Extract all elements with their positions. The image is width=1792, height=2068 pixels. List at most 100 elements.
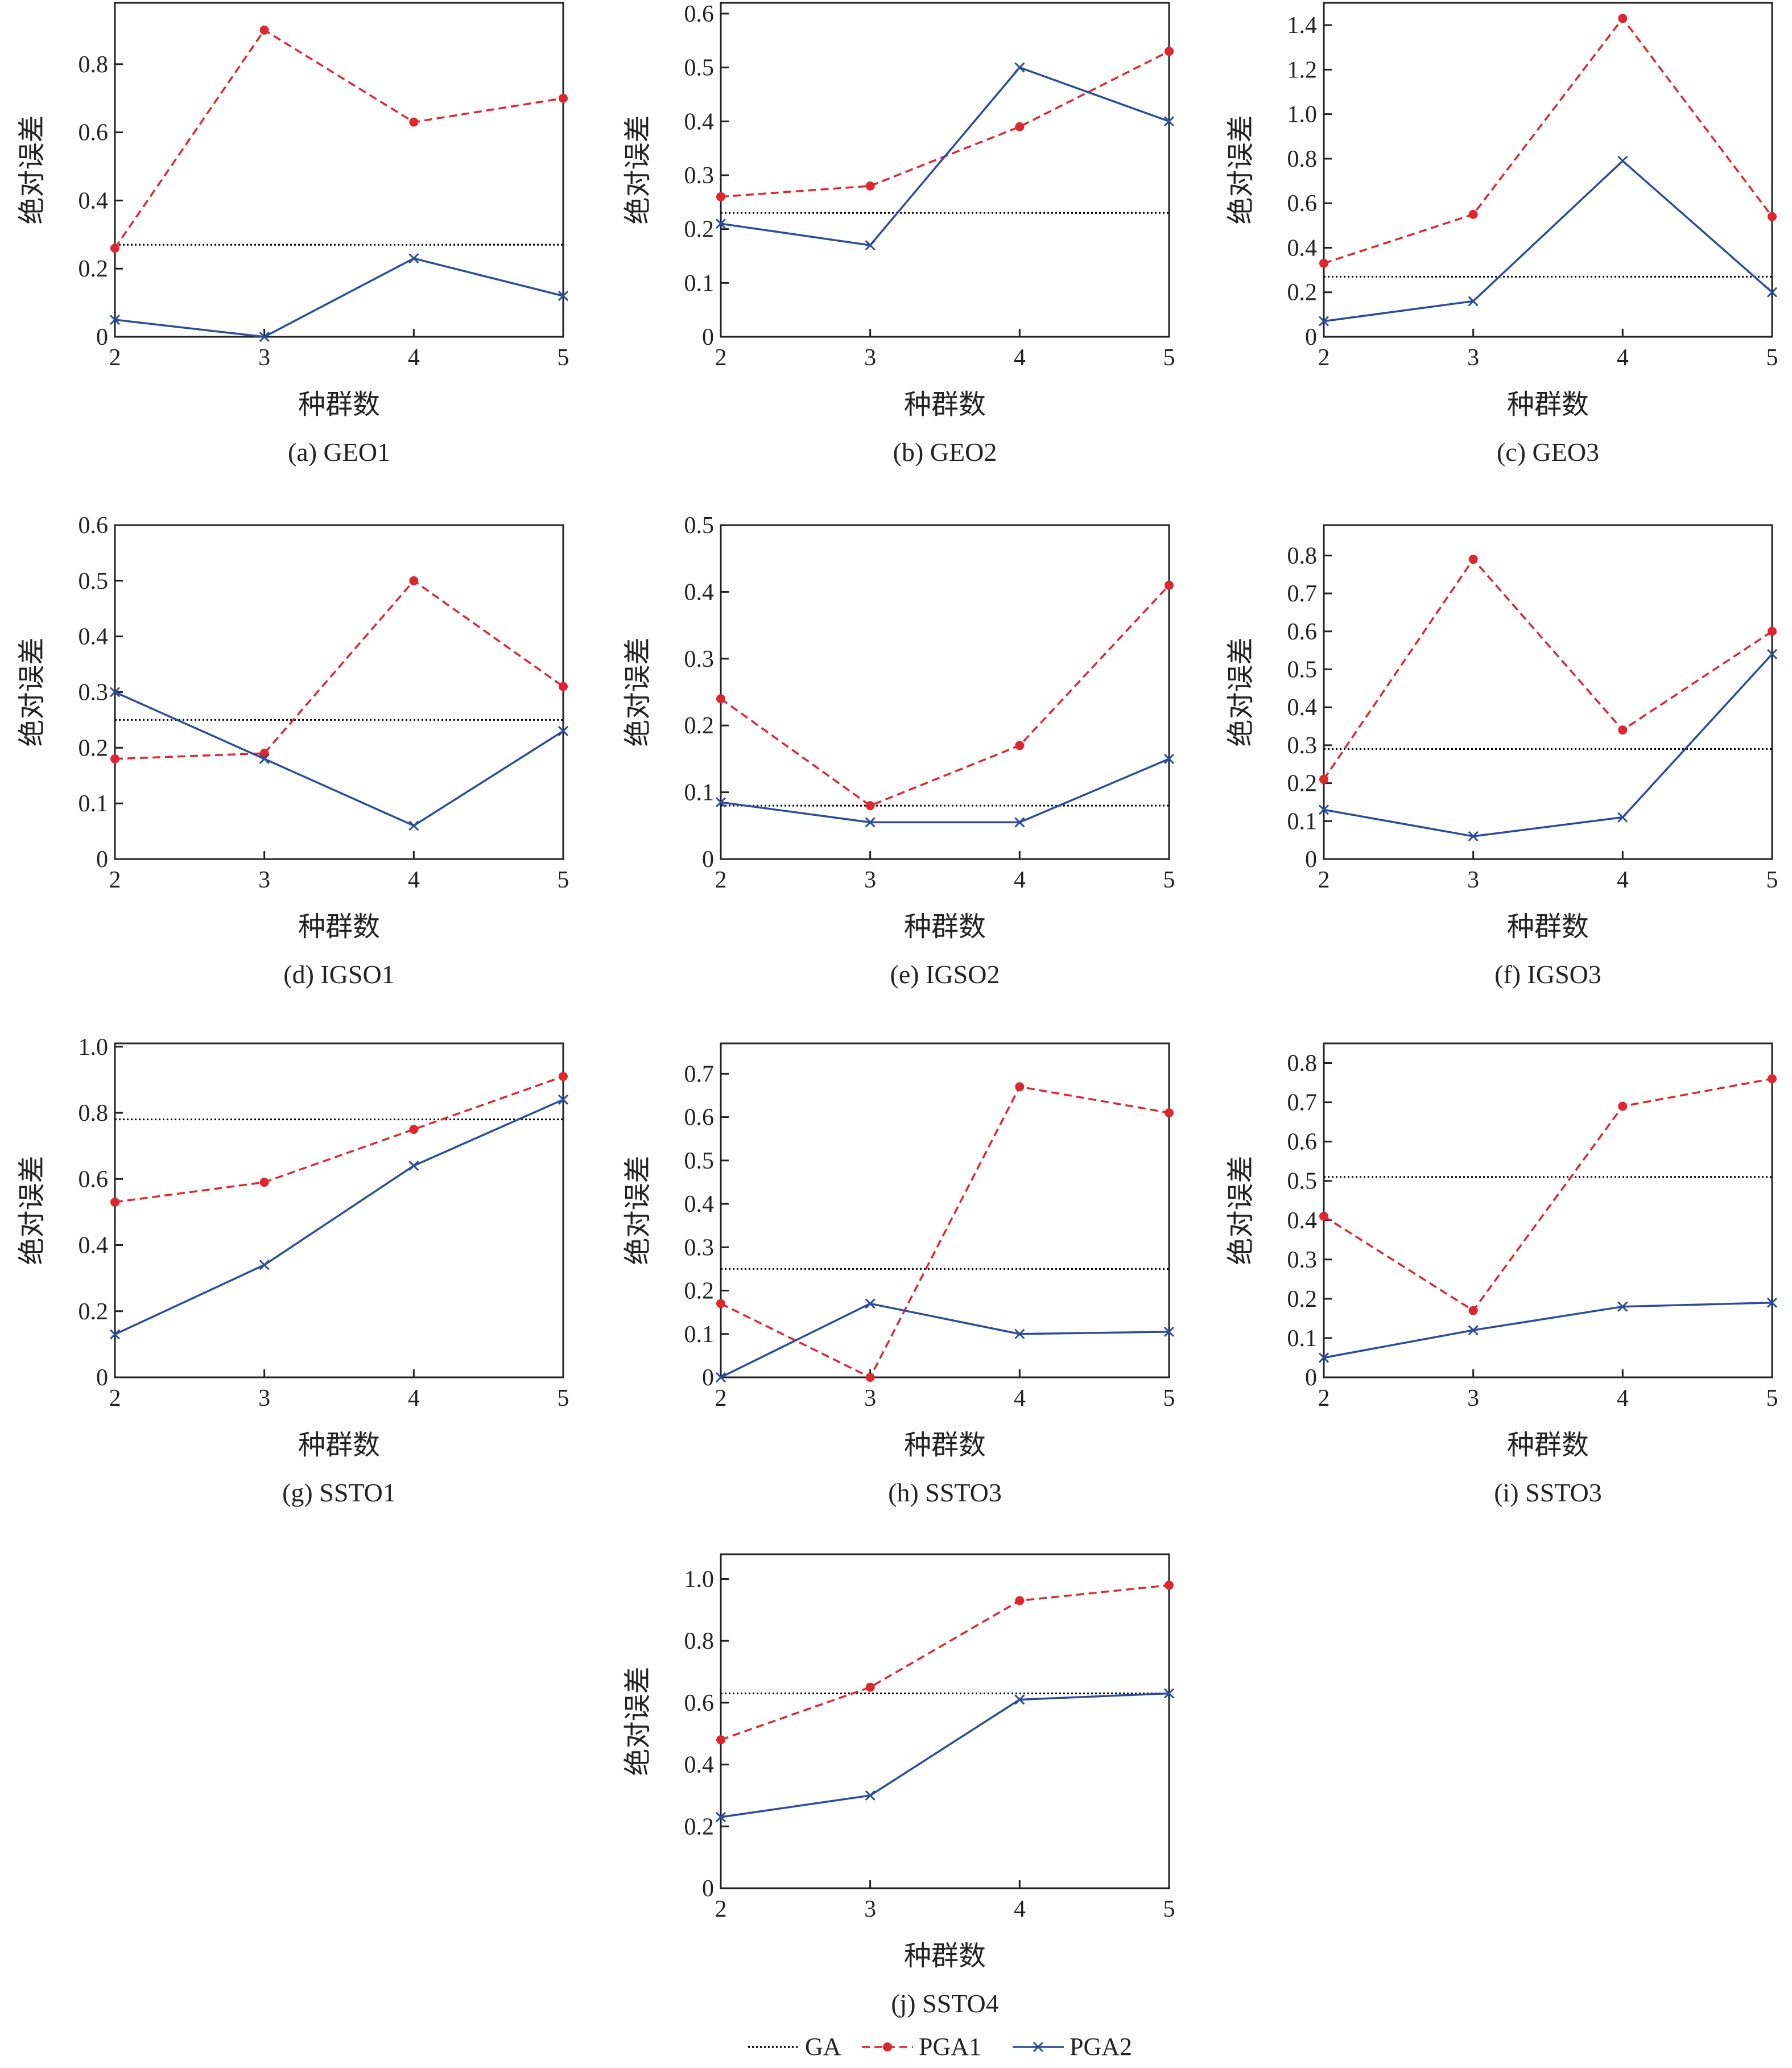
y-tick-label: 0.8 <box>684 1628 715 1654</box>
pga2-point <box>865 240 876 251</box>
pga1-point <box>1768 1074 1777 1084</box>
y-tick-label: 0.4 <box>1287 235 1318 261</box>
legend-item-ga: GA <box>748 2033 841 2061</box>
pga1-point <box>110 1197 119 1207</box>
y-axis-label: 绝对误差 <box>16 115 48 224</box>
y-axis-label: 绝对误差 <box>1225 637 1257 746</box>
legend: GA PGA1 PGA2 <box>748 2033 1132 2061</box>
pga1-point <box>1468 555 1478 564</box>
x-tick-label: 3 <box>1467 1385 1479 1411</box>
pga2-point <box>1163 1688 1175 1699</box>
pga1-point <box>1319 1211 1328 1221</box>
y-tick-label: 1.0 <box>79 1034 109 1060</box>
y-tick-label: 0.2 <box>79 1299 109 1325</box>
pga1-point <box>1468 1306 1478 1315</box>
y-tick-label: 0.2 <box>1287 771 1318 797</box>
x-tick-label: 5 <box>558 1385 569 1411</box>
x-tick-label: 3 <box>1467 867 1479 893</box>
plot-frame <box>114 524 564 860</box>
y-tick-label: 0.1 <box>1287 1326 1318 1352</box>
y-tick-label: 0.6 <box>1287 191 1318 217</box>
pga2-point <box>1318 1352 1329 1363</box>
series-line-pga1 <box>720 50 1170 198</box>
y-tick-label: 0.5 <box>684 55 715 81</box>
x-axis-label: 种群数 <box>904 389 986 420</box>
legend-label: PGA2 <box>1070 2033 1132 2061</box>
series-line-pga2 <box>114 1099 564 1336</box>
subplot--e-igso2: 0 0.1 0.2 0.3 0.4 0.5 2 3 4 5 种群数 绝对误差 (e) IGSO2 <box>622 513 1175 989</box>
pga2-point <box>1163 753 1175 764</box>
subplot--j-ssto4: 0 0.2 0.4 0.6 0.8 1.0 2 3 4 5 种群数 绝对误差 (j) SSTO4 <box>622 1553 1175 2018</box>
y-tick-label: 0.2 <box>684 217 715 243</box>
x-axis-label: 种群数 <box>904 911 986 943</box>
pga2-point <box>1617 155 1628 166</box>
pga1-point <box>1015 1082 1025 1092</box>
x-tick-label: 4 <box>1617 1385 1629 1411</box>
x-tick-label: 4 <box>1617 867 1629 893</box>
series-line-pga1 <box>114 1075 564 1203</box>
x-tick-label: 2 <box>715 345 727 371</box>
y-tick-label: 0.5 <box>79 568 109 595</box>
y-tick-label: 0.5 <box>1287 1169 1318 1195</box>
x-tick-label: 4 <box>1014 345 1026 371</box>
y-tick-label: 0.1 <box>684 1322 715 1348</box>
y-tick-label: 0.4 <box>684 109 715 135</box>
y-tick-label: 0 <box>702 1365 714 1391</box>
y-tick-label: 0 <box>702 324 714 350</box>
x-axis-label: 种群数 <box>904 1429 986 1461</box>
pga2-point <box>1766 649 1778 659</box>
pga2-point <box>1617 812 1628 823</box>
subplot--i-ssto3: 0 0.1 0.2 0.3 0.4 0.5 0.6 0.7 0.8 2 3 4 5 种群数 绝对误差 (i) … <box>1225 1042 1778 1507</box>
y-tick-label: 0.5 <box>1287 657 1318 683</box>
pga2-point <box>1468 1325 1479 1336</box>
x-tick-label: 4 <box>1014 867 1026 893</box>
series-line-pga1 <box>720 1085 1170 1379</box>
y-tick-label: 0.7 <box>684 1061 715 1087</box>
y-tick-label: 0.4 <box>1287 695 1318 721</box>
pga1-point <box>559 1072 568 1082</box>
pga1-point <box>559 93 568 103</box>
pga1-point <box>1165 1580 1174 1590</box>
y-tick-label: 0 <box>1305 324 1317 350</box>
y-tick-label: 0.1 <box>1287 808 1318 835</box>
x-tick-label: 2 <box>715 1896 727 1922</box>
pga1-point <box>1015 122 1025 131</box>
pga2-point <box>109 1329 121 1340</box>
x-tick-label: 5 <box>1163 1385 1175 1411</box>
y-tick-label: 0.2 <box>1287 280 1318 306</box>
series-line-pga2 <box>720 1692 1170 1818</box>
series-line-pga1 <box>114 28 564 249</box>
y-axis-label: 绝对误差 <box>622 115 654 224</box>
y-tick-label: 0.6 <box>684 1 715 27</box>
x-tick-label: 3 <box>864 1896 876 1922</box>
x-tick-label: 4 <box>408 1385 420 1411</box>
x-tick-label: 3 <box>258 345 270 371</box>
pga1-point <box>716 1299 725 1309</box>
pga2-point <box>259 753 270 764</box>
legend-label: GA <box>805 2033 841 2061</box>
series-line-pga2 <box>720 66 1170 246</box>
y-axis-label: 绝对误差 <box>1225 115 1257 224</box>
x-axis-label: 种群数 <box>298 1429 380 1461</box>
pga1-point <box>716 192 725 201</box>
y-tick-label: 0.6 <box>684 1690 715 1716</box>
pga1-point <box>1618 1101 1628 1111</box>
x-tick-label: 3 <box>864 867 876 893</box>
y-tick-label: 0.6 <box>79 513 109 539</box>
pga2-point <box>1766 1297 1778 1308</box>
y-axis-label: 绝对误差 <box>622 1155 654 1265</box>
y-axis-label: 绝对误差 <box>622 637 654 746</box>
y-tick-label: 0.8 <box>79 52 109 78</box>
y-tick-label: 0.2 <box>684 713 715 739</box>
y-tick-label: 0.2 <box>684 1278 715 1305</box>
x-tick-label: 4 <box>1014 1896 1026 1922</box>
pga1-point <box>1768 212 1777 221</box>
y-tick-label: 0 <box>702 1876 714 1902</box>
pga1-point <box>1165 47 1174 56</box>
y-tick-label: 0.4 <box>684 579 715 605</box>
pga1-point <box>716 1735 725 1745</box>
plot-frame <box>720 1042 1170 1378</box>
y-tick-label: 0.7 <box>1287 1090 1318 1116</box>
pga1-point <box>1319 774 1328 784</box>
